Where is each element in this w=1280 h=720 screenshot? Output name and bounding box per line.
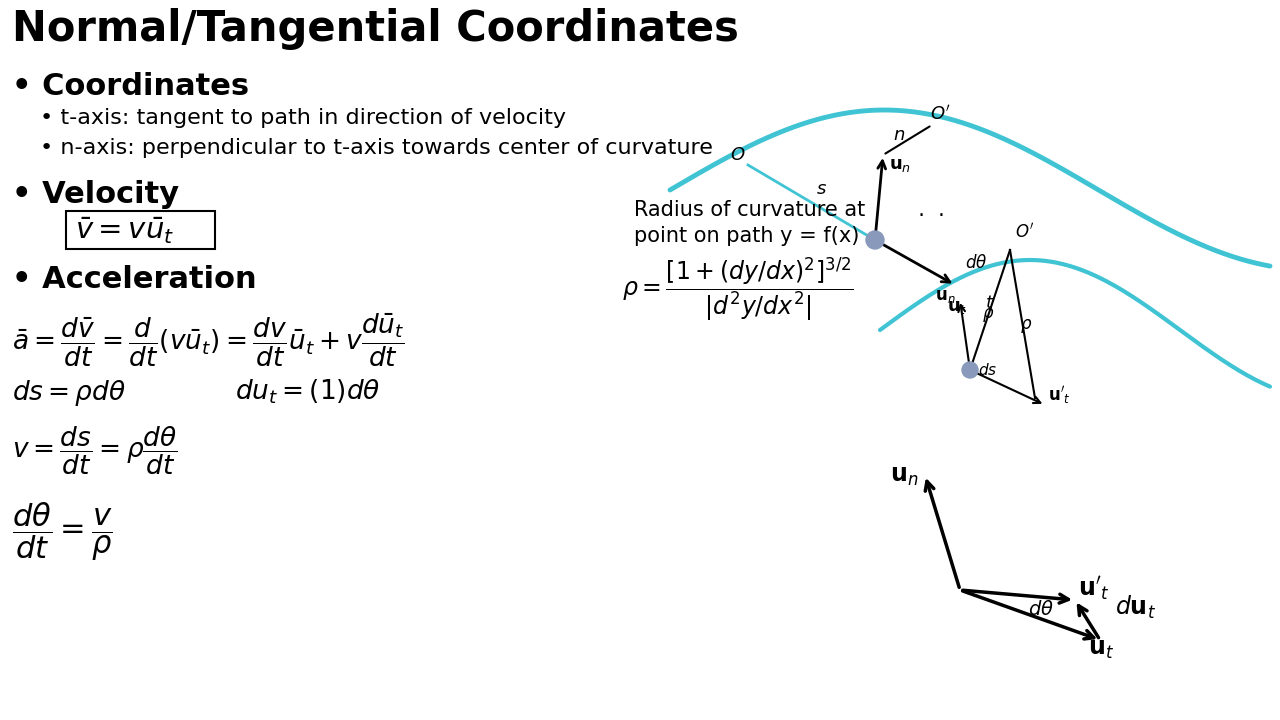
Text: $ds = \rho d\theta$: $ds = \rho d\theta$ (12, 378, 125, 408)
Text: $\rho$: $\rho$ (982, 306, 995, 324)
Text: Normal/Tangential Coordinates: Normal/Tangential Coordinates (12, 8, 739, 50)
Text: $\mathbf{u}_n$: $\mathbf{u}_n$ (890, 464, 919, 488)
Text: $\rho = \dfrac{[1 + (dy/dx)^2]^{3/2}}{|d^2y/dx^2|}$: $\rho = \dfrac{[1 + (dy/dx)^2]^{3/2}}{|d… (622, 255, 854, 323)
Text: $\bar{a} = \dfrac{d\bar{v}}{dt} = \dfrac{d}{dt}(v\bar{u}_t) = \dfrac{dv}{dt}\bar: $\bar{a} = \dfrac{d\bar{v}}{dt} = \dfrac… (12, 312, 404, 369)
Text: $ds$: $ds$ (978, 362, 997, 378)
Text: $O$: $O$ (730, 146, 745, 164)
Text: • Coordinates: • Coordinates (12, 72, 250, 101)
Text: • t-axis: tangent to path in direction of velocity: • t-axis: tangent to path in direction o… (40, 108, 566, 128)
Text: $\bar{v} = v\bar{u}_t$: $\bar{v} = v\bar{u}_t$ (76, 215, 174, 246)
Text: $\rho$: $\rho$ (1020, 317, 1033, 335)
Text: $\dfrac{d\theta}{dt} = \dfrac{v}{\rho}$: $\dfrac{d\theta}{dt} = \dfrac{v}{\rho}$ (12, 500, 113, 562)
Text: • Velocity: • Velocity (12, 180, 179, 209)
Text: $O'$: $O'$ (931, 105, 951, 124)
Text: $d\theta$: $d\theta$ (965, 254, 987, 272)
Text: • n-axis: perpendicular to t-axis towards center of curvature: • n-axis: perpendicular to t-axis toward… (40, 138, 713, 158)
Text: $\mathbf{u}'_t$: $\mathbf{u}'_t$ (1078, 574, 1110, 602)
Text: $d\theta$: $d\theta$ (1028, 600, 1053, 619)
Text: $\mathbf{u}_t$: $\mathbf{u}_t$ (947, 298, 968, 316)
Text: $t$: $t$ (986, 294, 995, 312)
Text: Radius of curvature at        .  .
point on path y = f(x): Radius of curvature at . . point on path… (634, 200, 945, 246)
Text: $du_t = (1)d\theta$: $du_t = (1)d\theta$ (236, 378, 380, 407)
Text: $v = \dfrac{ds}{dt} = \rho\dfrac{d\theta}{dt}$: $v = \dfrac{ds}{dt} = \rho\dfrac{d\theta… (12, 425, 178, 477)
Circle shape (867, 231, 884, 249)
Text: $\mathbf{u}'_t$: $\mathbf{u}'_t$ (1048, 384, 1071, 405)
Text: $d\mathbf{u}_t$: $d\mathbf{u}_t$ (1115, 594, 1156, 621)
Text: $\mathbf{u}_n$: $\mathbf{u}_n$ (934, 287, 956, 305)
Text: $n$: $n$ (893, 126, 905, 144)
Text: • Acceleration: • Acceleration (12, 265, 256, 294)
Text: $s$: $s$ (817, 180, 827, 198)
Text: $\mathbf{u}_n$: $\mathbf{u}_n$ (890, 156, 911, 174)
FancyBboxPatch shape (67, 211, 215, 249)
Circle shape (963, 362, 978, 378)
Text: $\mathbf{u}_t$: $\mathbf{u}_t$ (1088, 637, 1114, 661)
Text: $O'$: $O'$ (1015, 223, 1034, 242)
